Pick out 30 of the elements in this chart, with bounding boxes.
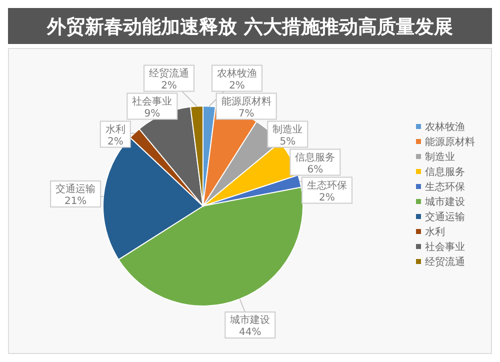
slice-label: 农林牧渔 [217, 67, 257, 80]
data-label: 21% [64, 196, 87, 207]
legend-label: 城市建设 [424, 196, 465, 208]
slice-label: 经贸流通 [149, 67, 189, 80]
data-label: 44% [239, 327, 262, 338]
legend-label: 制造业 [425, 151, 455, 163]
slice-label: 能源原材料 [221, 95, 272, 108]
legend-label: 水利 [425, 226, 445, 238]
legend-label: 能源原材料 [425, 136, 475, 148]
legend-label: 经贸流通 [425, 256, 465, 268]
slice-label: 交通运输 [56, 182, 96, 195]
data-label: 2% [107, 136, 124, 148]
legend-label: 生态环保 [425, 181, 465, 193]
legend-label: 交通运输 [425, 211, 465, 223]
slice-label: 信息服务 [295, 151, 336, 164]
data-label: 7% [238, 108, 254, 120]
data-label: 2% [161, 80, 177, 92]
slice-label: 制造业 [272, 123, 303, 136]
data-label: 5% [280, 136, 296, 148]
slice-label: 水利 [105, 123, 126, 136]
legend-label: 信息服务 [425, 166, 465, 178]
chart-title: 外贸新春动能加速释放 六大措施推动高质量发展 [46, 16, 453, 38]
legend-label: 社会事业 [425, 241, 465, 253]
data-label: 2% [319, 192, 335, 204]
data-label: 2% [229, 80, 245, 92]
data-label: 6% [307, 164, 324, 176]
slice-label: 城市建设 [229, 314, 270, 326]
data-label: 9% [144, 108, 160, 120]
legend-label: 农林牧渔 [425, 121, 465, 133]
slice-label: 社会事业 [132, 95, 172, 108]
